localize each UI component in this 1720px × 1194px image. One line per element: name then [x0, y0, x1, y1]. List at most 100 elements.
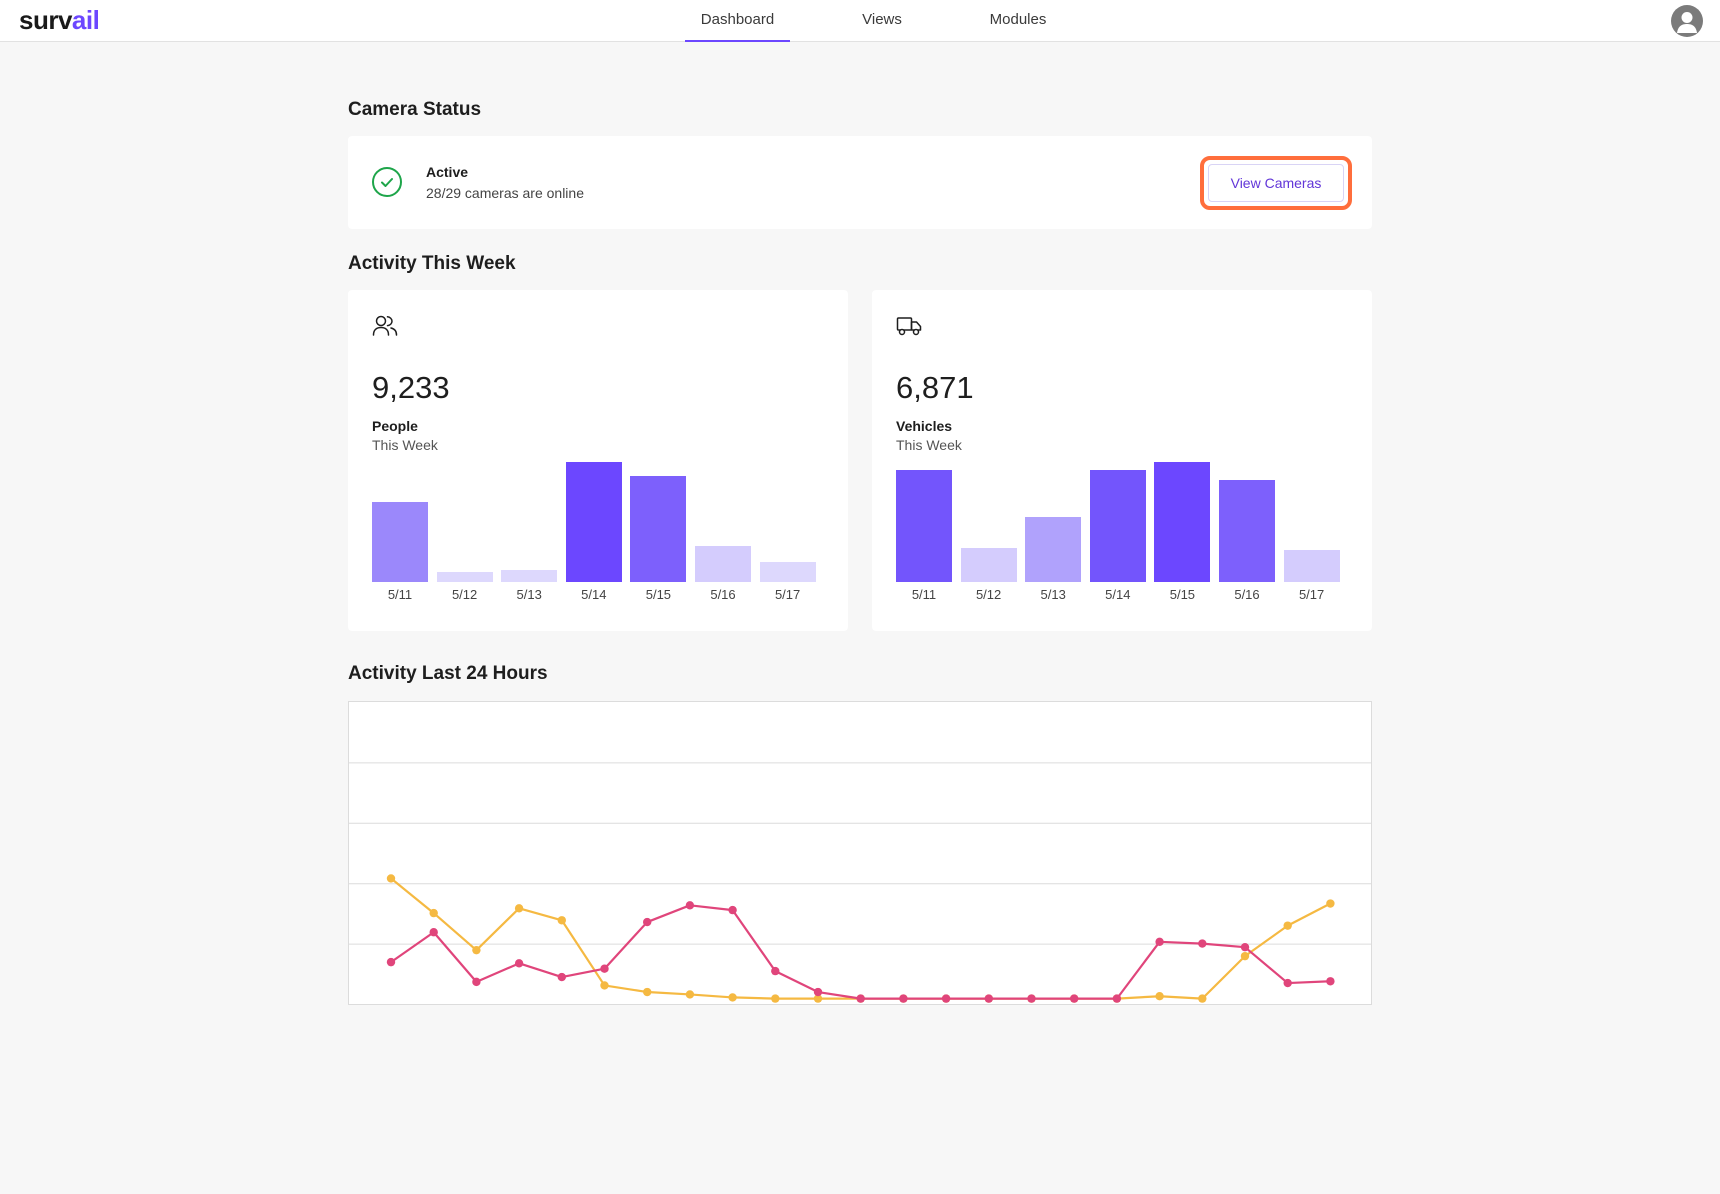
- vehicles-activity-card: 6,871 Vehicles This Week 5/11 5/12 5/13 5/1…: [872, 290, 1372, 631]
- bar-label: 5/16: [710, 587, 736, 602]
- series-0-point: [771, 994, 780, 1003]
- series-1-point: [941, 994, 951, 1003]
- bar-5-14: [565, 462, 622, 582]
- people-period: This Week: [372, 437, 438, 453]
- series-0-point: [386, 874, 396, 883]
- series-1-point: [643, 917, 652, 927]
- series-1-point: [600, 964, 609, 973]
- series-1-point: [514, 959, 524, 968]
- series-0-point: [600, 981, 609, 990]
- series-0-point: [1155, 992, 1164, 1001]
- series-1-point: [1155, 937, 1164, 946]
- bar-label: 5/17: [774, 587, 801, 602]
- app-logo[interactable]: survail: [19, 5, 100, 36]
- series-1-point: [557, 972, 566, 982]
- bar-5-12: [960, 548, 1017, 582]
- series-line-0: [390, 877, 1331, 1000]
- bar-label: 5/17: [1298, 587, 1325, 602]
- bar-5-13: [1025, 517, 1082, 582]
- bar-label: 5/11: [387, 587, 413, 602]
- series-0-point: [429, 908, 438, 918]
- series-1-point: [1326, 977, 1335, 986]
- series-1-point: [1027, 994, 1036, 1003]
- series-0-point: [1240, 951, 1250, 961]
- series-1-point: [386, 957, 396, 967]
- people-activity-card: 9,233 People This Week 5/11 5/12 5/13 5/14 5…: [348, 290, 848, 631]
- bar-5-11: [896, 470, 952, 582]
- series-1-point: [1240, 942, 1250, 952]
- bar-label: 5/13: [1040, 587, 1066, 602]
- check-circle-icon: [372, 167, 402, 197]
- bar-5-12: [436, 572, 493, 582]
- bar-5-17: [1283, 550, 1340, 582]
- bar-label: 5/13: [516, 587, 542, 602]
- tab-dashboard[interactable]: Dashboard: [685, 0, 790, 42]
- bar-5-13: [501, 570, 558, 582]
- bar-label: 5/11: [911, 587, 937, 602]
- user-avatar-icon[interactable]: [1671, 5, 1703, 37]
- series-1-point: [1112, 994, 1122, 1003]
- cameras-online-text: 28/29 cameras are online: [426, 185, 584, 201]
- people-bar-chart: 5/11 5/12 5/13 5/14 5/15 5/16 5/17: [372, 462, 822, 620]
- series-0-point: [1198, 994, 1207, 1003]
- series-1-point: [685, 901, 695, 910]
- bar-label: 5/14: [581, 587, 607, 602]
- series-1-point: [1070, 994, 1079, 1003]
- vehicles-bar-chart: 5/11 5/12 5/13 5/14 5/15 5/16 5/17: [896, 462, 1346, 620]
- tab-views[interactable]: Views: [862, 11, 902, 28]
- bar-5-15: [1154, 462, 1211, 582]
- people-count: 9,233: [372, 370, 450, 405]
- truck-icon: [896, 314, 922, 343]
- bar-label: 5/16: [1234, 587, 1260, 602]
- vehicles-label: Vehicles: [896, 418, 953, 434]
- logo-text-accent: ail: [71, 5, 100, 35]
- series-0-point: [728, 993, 737, 1002]
- series-0-point: [472, 945, 481, 955]
- bar-5-16: [1219, 480, 1275, 582]
- series-1-point: [1198, 939, 1207, 948]
- series-0-point: [685, 990, 695, 999]
- bar-label: 5/15: [645, 587, 672, 602]
- camera-status-card: Active 28/29 cameras are online View Cam…: [348, 136, 1372, 229]
- series-line-1: [390, 904, 1331, 1000]
- view-cameras-button[interactable]: View Cameras: [1208, 164, 1344, 202]
- series-1-point: [813, 987, 823, 997]
- bar-5-16: [695, 546, 751, 582]
- people-label: People: [372, 418, 418, 434]
- series-0-point: [643, 987, 652, 997]
- people-icon: [372, 314, 398, 343]
- series-1-point: [429, 928, 438, 937]
- series-0-point: [813, 994, 823, 1003]
- view-cameras-highlight: View Cameras: [1200, 156, 1352, 210]
- activity-week-heading: Activity This Week: [348, 253, 516, 274]
- bar-label: 5/15: [1169, 587, 1196, 602]
- series-0-point: [1283, 921, 1292, 930]
- activity-24h-heading: Activity Last 24 Hours: [348, 663, 548, 684]
- bar-label: 5/12: [451, 587, 478, 602]
- vehicles-period: This Week: [896, 437, 962, 453]
- main-nav: Dashboard Views Modules: [0, 0, 1720, 42]
- camera-status-heading: Camera Status: [348, 99, 482, 120]
- bar-5-11: [372, 502, 428, 582]
- series-1-point: [771, 966, 780, 976]
- bar-5-17: [759, 562, 816, 582]
- bar-label: 5/14: [1105, 587, 1131, 602]
- line-chart-svg: [349, 762, 1371, 1003]
- top-nav-bar: survail Dashboard Views Modules: [0, 0, 1720, 42]
- bar-5-15: [630, 476, 687, 582]
- series-1-point: [472, 977, 481, 987]
- tab-modules[interactable]: Modules: [989, 11, 1047, 28]
- series-1-point: [899, 994, 908, 1003]
- series-0-point: [557, 916, 566, 925]
- series-0-point: [1326, 899, 1335, 908]
- activity-24h-chart: [348, 701, 1372, 1005]
- bar-5-14: [1089, 470, 1146, 582]
- vehicles-count: 6,871: [896, 370, 974, 405]
- series-1-point: [984, 994, 993, 1003]
- logo-text-main: surv: [19, 5, 72, 35]
- series-1-point: [856, 994, 865, 1003]
- series-0-point: [514, 904, 524, 913]
- bar-label: 5/12: [975, 587, 1002, 602]
- series-1-point: [728, 905, 737, 915]
- series-1-point: [1283, 978, 1292, 988]
